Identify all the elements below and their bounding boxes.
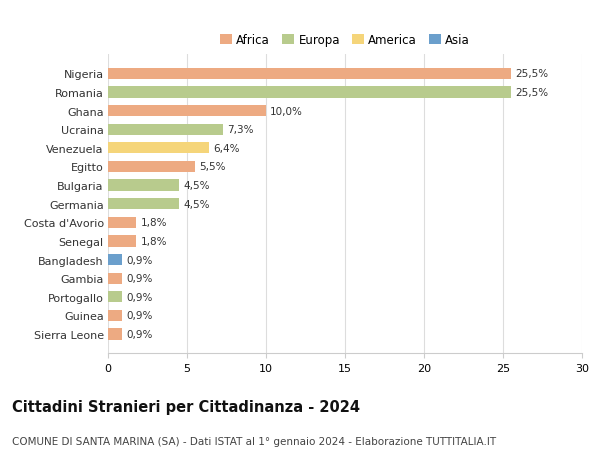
Text: 1,8%: 1,8% xyxy=(140,236,167,246)
Text: 6,4%: 6,4% xyxy=(213,144,239,153)
Text: COMUNE DI SANTA MARINA (SA) - Dati ISTAT al 1° gennaio 2024 - Elaborazione TUTTI: COMUNE DI SANTA MARINA (SA) - Dati ISTAT… xyxy=(12,436,496,446)
Bar xyxy=(108,106,266,117)
Text: 5,5%: 5,5% xyxy=(199,162,226,172)
Text: 7,3%: 7,3% xyxy=(227,125,254,135)
Bar xyxy=(108,310,122,321)
Text: 0,9%: 0,9% xyxy=(126,329,152,339)
Bar xyxy=(108,329,122,340)
Text: 10,0%: 10,0% xyxy=(270,106,303,117)
Text: 0,9%: 0,9% xyxy=(126,292,152,302)
Bar xyxy=(108,87,511,98)
Bar xyxy=(108,162,195,173)
Text: 4,5%: 4,5% xyxy=(183,199,209,209)
Text: 25,5%: 25,5% xyxy=(515,69,548,79)
Bar xyxy=(108,217,136,229)
Bar xyxy=(108,254,122,266)
Text: 4,5%: 4,5% xyxy=(183,181,209,190)
Legend: Africa, Europa, America, Asia: Africa, Europa, America, Asia xyxy=(220,34,470,47)
Bar xyxy=(108,69,511,80)
Text: 0,9%: 0,9% xyxy=(126,274,152,284)
Text: 0,9%: 0,9% xyxy=(126,255,152,265)
Text: 1,8%: 1,8% xyxy=(140,218,167,228)
Bar xyxy=(108,199,179,210)
Bar xyxy=(108,236,136,247)
Text: 25,5%: 25,5% xyxy=(515,88,548,98)
Bar xyxy=(108,291,122,303)
Text: Cittadini Stranieri per Cittadinanza - 2024: Cittadini Stranieri per Cittadinanza - 2… xyxy=(12,399,360,414)
Bar xyxy=(108,180,179,191)
Bar xyxy=(108,273,122,284)
Bar xyxy=(108,124,223,135)
Text: 0,9%: 0,9% xyxy=(126,311,152,321)
Bar xyxy=(108,143,209,154)
